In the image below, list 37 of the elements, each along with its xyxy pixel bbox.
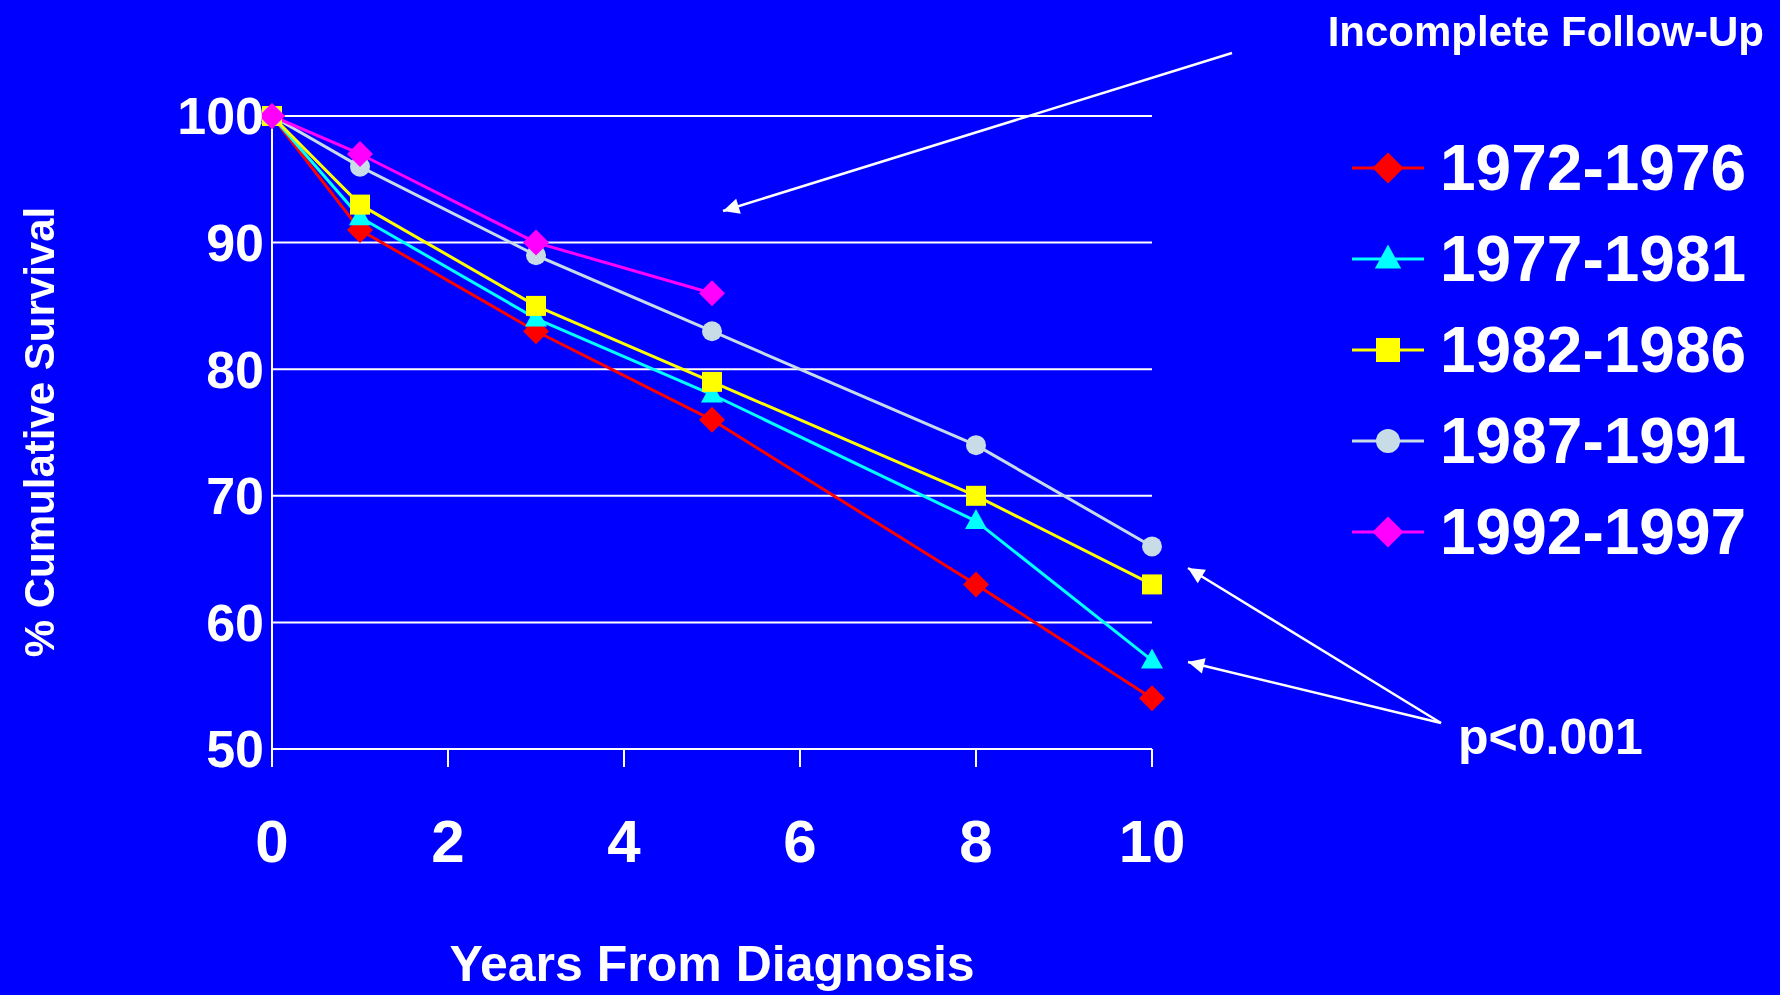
- x-tick-label: 4: [607, 807, 642, 875]
- text: Incomplete Follow-Up: [1327, 8, 1764, 56]
- point: [347, 140, 373, 167]
- legend-label: 1972-1976: [1440, 130, 1747, 205]
- y-tick-label: 50: [206, 720, 264, 779]
- point: [699, 406, 725, 433]
- y-axis-title: % Cumulative Survival: [16, 206, 64, 658]
- point: [526, 295, 546, 316]
- point: [965, 509, 987, 530]
- point: [523, 229, 549, 256]
- legend-label: 1992-1997: [1440, 494, 1747, 569]
- point: [1142, 536, 1162, 557]
- legend-label: 1987-1991: [1440, 403, 1747, 478]
- y-tick-label: 90: [206, 214, 264, 273]
- x-tick-label: 10: [1118, 807, 1186, 875]
- point: [966, 485, 986, 506]
- x-tick-label: 6: [783, 807, 817, 875]
- point: [963, 571, 989, 598]
- x-tick-label: 0: [255, 807, 289, 875]
- point: [1142, 574, 1162, 595]
- y-tick-label: 100: [177, 87, 264, 146]
- text: p<0.001: [1458, 708, 1643, 766]
- point: [699, 280, 725, 307]
- x-tick-label: 2: [431, 807, 465, 875]
- point: [966, 435, 986, 456]
- legend-label: 1982-1986: [1440, 312, 1747, 387]
- x-axis-title: Years From Diagnosis: [448, 935, 976, 993]
- x-tick-label: 8: [959, 807, 993, 875]
- point: [350, 194, 370, 215]
- y-tick-label: 70: [206, 467, 264, 526]
- point: [702, 371, 722, 392]
- y-tick-label: 80: [206, 340, 264, 399]
- point: [702, 321, 722, 342]
- point: [1139, 685, 1165, 712]
- point: [1141, 648, 1163, 669]
- y-tick-label: 60: [206, 593, 264, 652]
- legend-label: 1977-1981: [1440, 221, 1747, 296]
